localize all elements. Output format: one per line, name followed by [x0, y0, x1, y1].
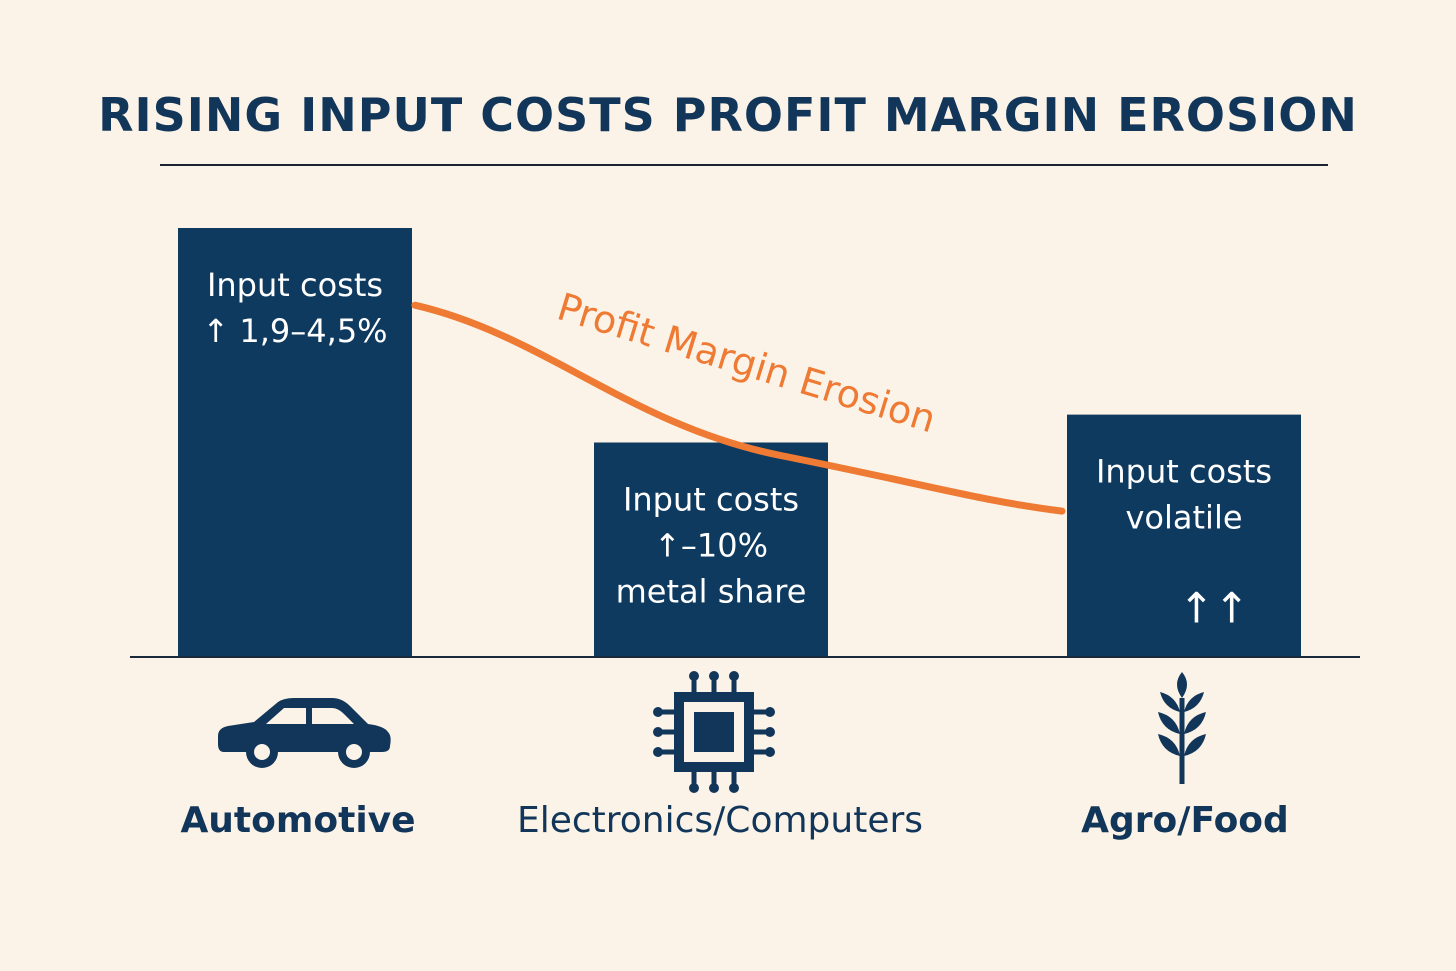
profit-margin-label: Profit Margin Erosion [552, 285, 941, 442]
bar-label-1-0: Input costs [623, 481, 799, 519]
chip-icon [653, 671, 775, 793]
category-label-agro-food: Agro/Food [1081, 800, 1289, 841]
bar-electronics-computers [594, 442, 828, 657]
bar-agro-food [1067, 414, 1301, 657]
chart-title: RISING INPUT COSTS PROFIT MARGIN EROSION [98, 88, 1358, 142]
category-label-automotive: Automotive [180, 800, 416, 841]
bar-automotive [178, 228, 412, 657]
car-icon [218, 698, 391, 768]
bar-label-2-2: ↑↑ [1179, 584, 1249, 633]
bar-label-1-1: ↑–10% [654, 527, 768, 565]
bar-label-2-1: volatile [1125, 499, 1242, 537]
wheat-icon [1158, 672, 1206, 784]
bar-label-0-1: ↑ 1,9–4,5% [202, 312, 387, 350]
profit-margin-line [411, 301, 1066, 515]
bar-label-2-0: Input costs [1096, 453, 1272, 491]
bar-label-1-2: metal share [616, 573, 807, 611]
category-label-electronics: Electronics/Computers [516, 800, 924, 841]
bar-label-0-0: Input costs [207, 266, 383, 304]
title-divider [160, 164, 1328, 166]
